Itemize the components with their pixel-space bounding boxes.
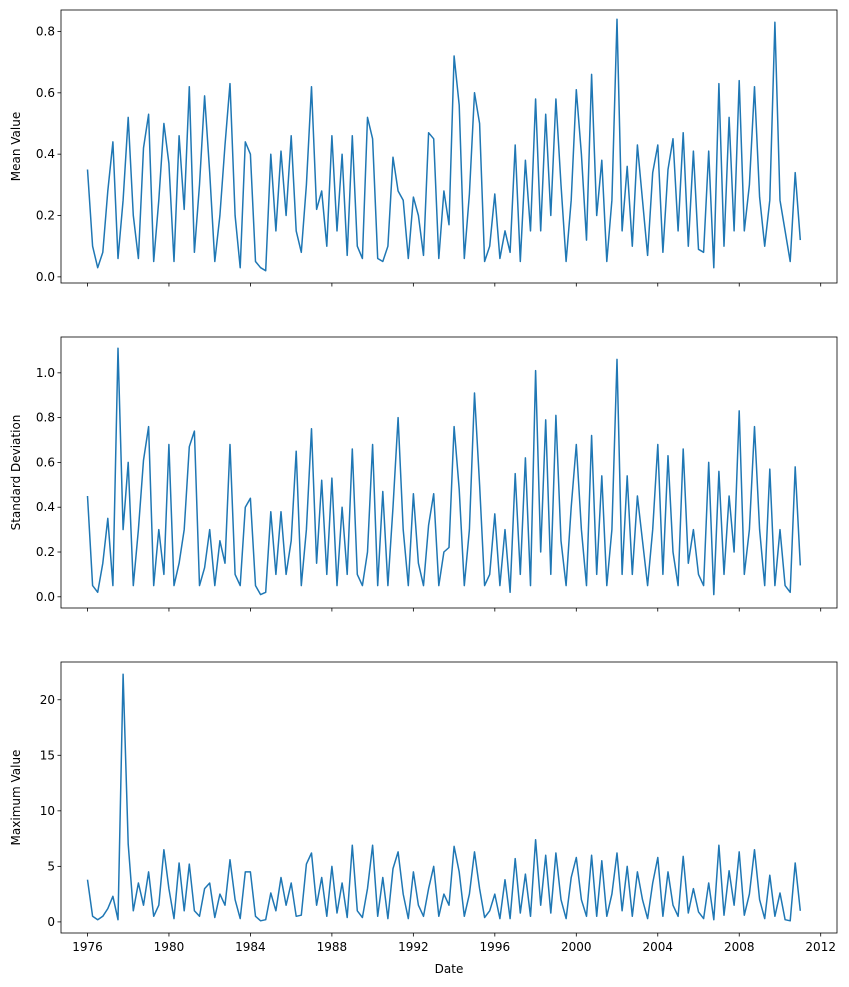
y-axis-label: Standard Deviation [9,415,23,531]
y-tick-label: 15 [40,748,55,762]
x-tick-label: 1996 [480,940,511,954]
y-axis-label: Maximum Value [9,750,23,846]
series-line [86,347,802,596]
x-tick-label: 1992 [398,940,429,954]
x-tick-label: 2012 [805,940,836,954]
y-tick-label: 0.4 [36,500,55,514]
x-tick-label: 2004 [642,940,673,954]
x-tick-label: 1976 [72,940,103,954]
x-tick-label: 2008 [724,940,755,954]
y-tick-label: 20 [40,693,55,707]
x-tick-label: 1988 [317,940,348,954]
y-tick-label: 10 [40,804,55,818]
y-tick-label: 0.0 [36,590,55,604]
y-tick-label: 0.8 [36,24,55,38]
y-tick-label: 5 [47,859,55,873]
maximum-value-panel: 0 5 10 15 20 1976 1980 1984 1988 1992 1996 2000 2004… [9,661,838,954]
x-tick-label: 1980 [154,940,185,954]
y-tick-label: 0.6 [36,86,55,100]
series-line [86,18,802,272]
y-tick-label: 0.0 [36,270,55,284]
axes-frame [60,336,838,609]
y-tick-label: 0.8 [36,411,55,425]
mean-value-panel: 0.0 0.2 0.4 0.6 0.8 Mean Value [9,9,838,287]
y-tick-label: 0.4 [36,147,55,161]
x-tick-label: 2000 [561,940,592,954]
axes-frame [60,9,838,284]
x-tick-label: 1984 [235,940,266,954]
y-tick-label: 0.6 [36,455,55,469]
y-tick-label: 0 [47,915,55,929]
y-axis-label: Mean Value [9,112,23,181]
y-tick-label: 0.2 [36,545,55,559]
x-axis-label: Date [435,962,464,976]
y-tick-label: 1.0 [36,366,55,380]
standard-deviation-panel: 0.0 0.2 0.4 0.6 0.8 1.0 Standard Deviation [9,336,838,612]
axes-frame [60,661,838,934]
y-tick-label: 0.2 [36,209,55,223]
series-line [86,673,802,922]
